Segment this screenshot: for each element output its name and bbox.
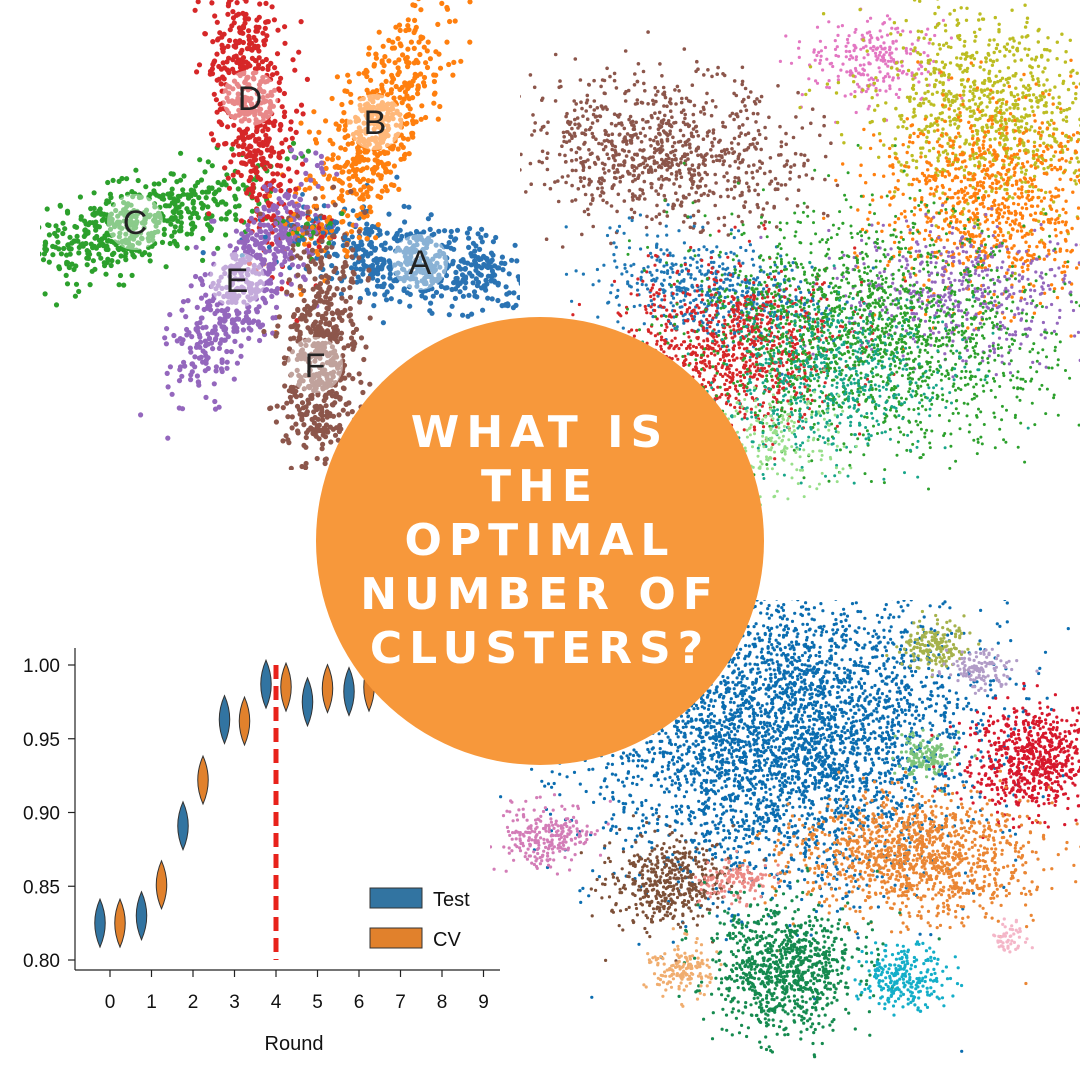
umap-top-cluster-olive — [798, 0, 1080, 276]
y-tick-label: 0.95 — [23, 730, 60, 751]
petal-label-bg-d — [222, 70, 278, 126]
x-tick-label: 8 — [437, 992, 448, 1013]
x-tick-label: 5 — [312, 992, 323, 1013]
flower-center-mix — [257, 192, 359, 264]
violin-chart: 1.00 0.95 0.90 0.85 0.80 0 1 2 3 4 5 6 7 8 9 Round Te… — [23, 648, 500, 1055]
legend-swatch-test — [369, 887, 423, 909]
violin-test-round-6 — [343, 666, 355, 717]
x-tick-label: 6 — [354, 992, 365, 1013]
petal-label-f: F — [305, 347, 326, 385]
umap-bottom-cluster-green — [677, 866, 941, 1059]
x-tick-label: 0 — [105, 992, 116, 1013]
umap-bottom-cluster-lightgreen — [891, 728, 977, 793]
umap-bottom-cluster-olive — [885, 609, 981, 679]
y-tick-label: 0.85 — [23, 877, 60, 898]
umap-bottom-cluster-brown — [579, 814, 766, 963]
x-axis: 0 1 2 3 4 5 6 7 8 9 — [75, 969, 500, 1013]
violin-test-round-5 — [301, 676, 314, 728]
umap-bottom-cluster-salmon — [693, 849, 780, 908]
headline-text: WHAT IS THE OPTIMAL NUMBER OF CLUSTERS? — [360, 407, 720, 674]
violin-cv-round-0 — [114, 897, 126, 949]
petal-label-bg-a — [392, 234, 448, 290]
petal-label-bg-f — [287, 337, 343, 393]
legend-swatch-cv — [369, 927, 423, 949]
violin-cv-round-2 — [197, 754, 209, 806]
petal-label-bg-b — [347, 94, 403, 150]
violin-test-round-4 — [260, 658, 272, 710]
x-tick-label: 9 — [478, 992, 489, 1013]
violin-test-round-3 — [218, 694, 231, 745]
petal-label-e: E — [226, 262, 249, 300]
y-tick-label: 0.90 — [23, 804, 60, 825]
umap-top-cluster-teal — [641, 260, 1030, 485]
umap-bottom-cluster-orange — [738, 769, 1080, 986]
y-tick-label: 1.00 — [23, 656, 60, 677]
umap-bottom-cluster-cyan — [847, 940, 964, 1017]
x-tick-label: 1 — [146, 992, 157, 1013]
umap-top-cluster-brown — [520, 30, 840, 249]
petal-label-bg-e — [209, 252, 265, 308]
headline-badge: WHAT IS THE OPTIMAL NUMBER OF CLUSTERS? — [316, 317, 764, 765]
petal-label-a: A — [409, 244, 432, 282]
petal-label-b: B — [364, 104, 387, 142]
legend: Test CV — [369, 887, 470, 951]
petal-label-bg-c — [107, 194, 163, 250]
flower-petal-b — [261, 0, 473, 336]
umap-bottom-cluster-lightpink — [992, 917, 1034, 954]
x-tick-label: 2 — [188, 992, 199, 1013]
umap-bottom-cluster-pink — [490, 793, 612, 876]
x-tick-label: 7 — [395, 992, 406, 1013]
umap-top-cluster-purple — [759, 203, 1080, 379]
y-axis: 1.00 0.95 0.90 0.85 0.80 — [23, 648, 76, 972]
legend-label-test: Test — [433, 889, 470, 911]
umap-scatter-top — [520, 0, 1080, 520]
violin-test-round-1 — [135, 890, 148, 941]
legend-label-cv: CV — [433, 929, 461, 951]
flower-petal-f — [261, 184, 373, 470]
violin-test-round-2 — [177, 800, 189, 852]
violin-cv-round-5 — [321, 663, 334, 714]
flower-petal-c — [40, 140, 311, 308]
petal-label-c: C — [123, 204, 148, 242]
violin-cv-round-4 — [280, 661, 292, 713]
x-tick-label: 3 — [229, 992, 240, 1013]
flower-cluster-plot: A B C D E F — [40, 0, 520, 470]
x-axis-title: Round — [265, 1033, 324, 1055]
umap-top-cluster-pink — [778, 7, 964, 124]
x-tick-label: 4 — [271, 992, 282, 1013]
violin-marks — [94, 658, 375, 949]
violin-test-round-0 — [94, 897, 106, 949]
umap-bottom-cluster-red — [930, 681, 1080, 840]
petal-label-d: D — [238, 80, 263, 118]
violin-cv-round-1 — [155, 859, 168, 911]
y-tick-label: 0.80 — [23, 951, 60, 972]
umap-bottom-cluster-lavender — [930, 647, 1039, 695]
umap-bottom-cluster-tan — [642, 927, 723, 1008]
violin-cv-round-3 — [238, 695, 251, 747]
umap-top-cluster-orange — [822, 58, 1080, 362]
